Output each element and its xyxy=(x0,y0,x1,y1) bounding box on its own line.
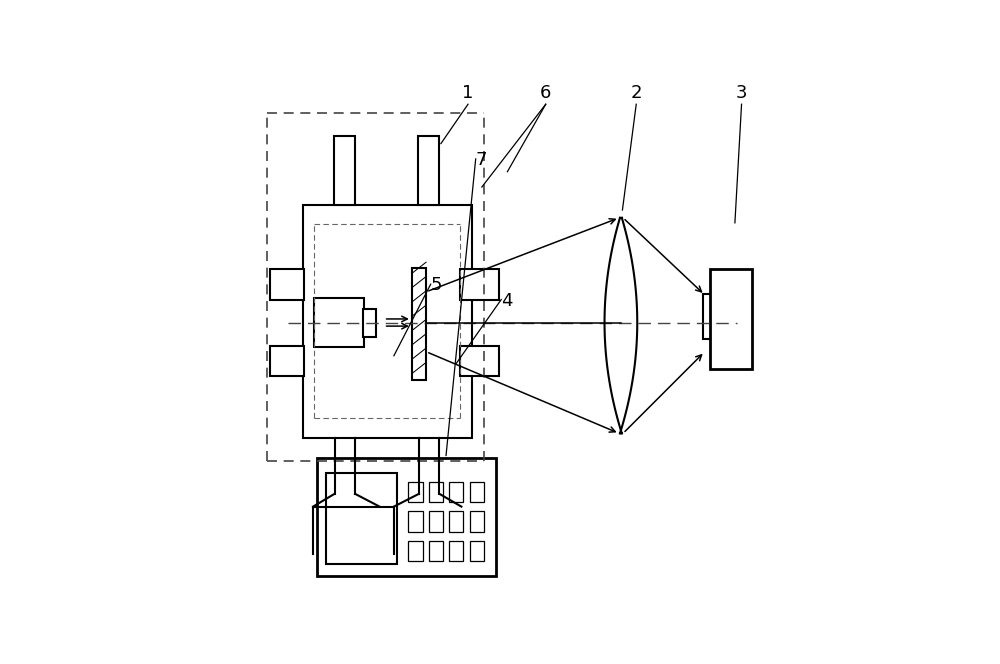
Bar xyxy=(408,511,423,532)
Text: 7: 7 xyxy=(476,151,487,169)
Bar xyxy=(317,458,496,576)
Bar xyxy=(449,511,463,532)
Bar xyxy=(408,481,423,502)
Bar xyxy=(334,136,355,205)
Bar xyxy=(460,269,499,299)
Bar xyxy=(429,541,443,561)
Bar xyxy=(429,511,443,532)
Text: 2: 2 xyxy=(630,84,642,102)
Bar xyxy=(412,268,426,380)
Bar xyxy=(270,345,304,376)
Bar xyxy=(449,541,463,561)
Bar xyxy=(303,205,472,438)
Bar xyxy=(363,309,376,337)
Bar xyxy=(418,136,439,205)
Text: 6: 6 xyxy=(540,84,551,102)
Bar xyxy=(314,298,364,347)
Bar xyxy=(710,269,752,369)
Text: 3: 3 xyxy=(736,84,747,102)
Bar xyxy=(449,481,463,502)
Bar xyxy=(460,345,499,376)
Bar xyxy=(408,541,423,561)
Bar xyxy=(429,481,443,502)
Bar xyxy=(470,511,484,532)
Text: 1: 1 xyxy=(462,84,474,102)
Text: 4: 4 xyxy=(501,291,513,309)
Bar xyxy=(470,541,484,561)
Bar xyxy=(703,294,711,339)
Bar xyxy=(470,481,484,502)
Bar xyxy=(326,473,397,564)
Bar xyxy=(270,269,304,299)
Text: 5: 5 xyxy=(431,276,442,294)
